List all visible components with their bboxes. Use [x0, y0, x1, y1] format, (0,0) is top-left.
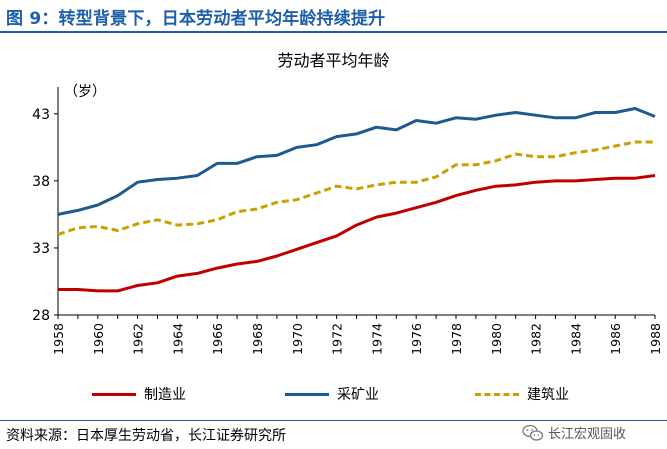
legend-swatch-manufacturing — [92, 392, 136, 396]
x-tick-label: 1968 — [250, 323, 265, 355]
series-line-1 — [57, 107, 656, 216]
x-tick-label: 1976 — [409, 323, 424, 355]
x-tick-label: 1962 — [131, 323, 146, 355]
series-line-0 — [58, 174, 656, 293]
x-tick-label: 1966 — [210, 323, 225, 355]
y-tick-label: 33 — [32, 241, 50, 257]
x-tick-label: 1978 — [449, 323, 464, 355]
y-tick-label: 28 — [32, 308, 50, 324]
x-tick-label: 1960 — [91, 323, 106, 355]
x-tick-label: 1980 — [489, 323, 504, 355]
legend-swatch-construction — [475, 392, 519, 396]
x-tick-label: 1958 — [51, 323, 66, 355]
legend-item-mining: 采矿业 — [285, 384, 379, 404]
figure-title: 图 9：转型背景下，日本劳动者平均年龄持续提升 — [6, 9, 386, 29]
watermark-text: 长江宏观固收 — [548, 427, 627, 442]
y-tick-label: 43 — [32, 107, 50, 123]
watermark: 长江宏观固收 — [522, 423, 626, 442]
x-tick-label: 1982 — [529, 323, 544, 355]
x-tick-label: 1986 — [608, 323, 623, 355]
x-tick-label: 1988 — [648, 323, 663, 355]
legend-label-construction: 建筑业 — [527, 387, 569, 403]
legend-label-manufacturing: 制造业 — [144, 387, 186, 403]
x-tick-label: 1974 — [369, 323, 384, 355]
x-tick-label: 1970 — [290, 323, 305, 355]
chart-title: 劳动者平均年龄 — [277, 51, 390, 70]
wechat-icon — [522, 424, 544, 441]
x-tick-label: 1984 — [568, 323, 583, 355]
x-tick-label: 1964 — [170, 323, 185, 355]
legend-label-mining: 采矿业 — [337, 387, 379, 403]
header-divider — [0, 31, 667, 33]
source-note: 资料来源：日本厚生劳动省，长江证券研究所 — [6, 428, 286, 444]
y-tick-label: 38 — [32, 174, 50, 190]
legend-swatch-mining — [285, 392, 329, 396]
x-tick-label: 1972 — [330, 323, 345, 355]
series-line-2 — [57, 140, 655, 236]
legend-item-manufacturing: 制造业 — [92, 384, 186, 404]
footer-divider — [0, 420, 667, 421]
y-axis-label: （岁） — [64, 84, 106, 100]
legend-item-construction: 建筑业 — [475, 384, 569, 404]
